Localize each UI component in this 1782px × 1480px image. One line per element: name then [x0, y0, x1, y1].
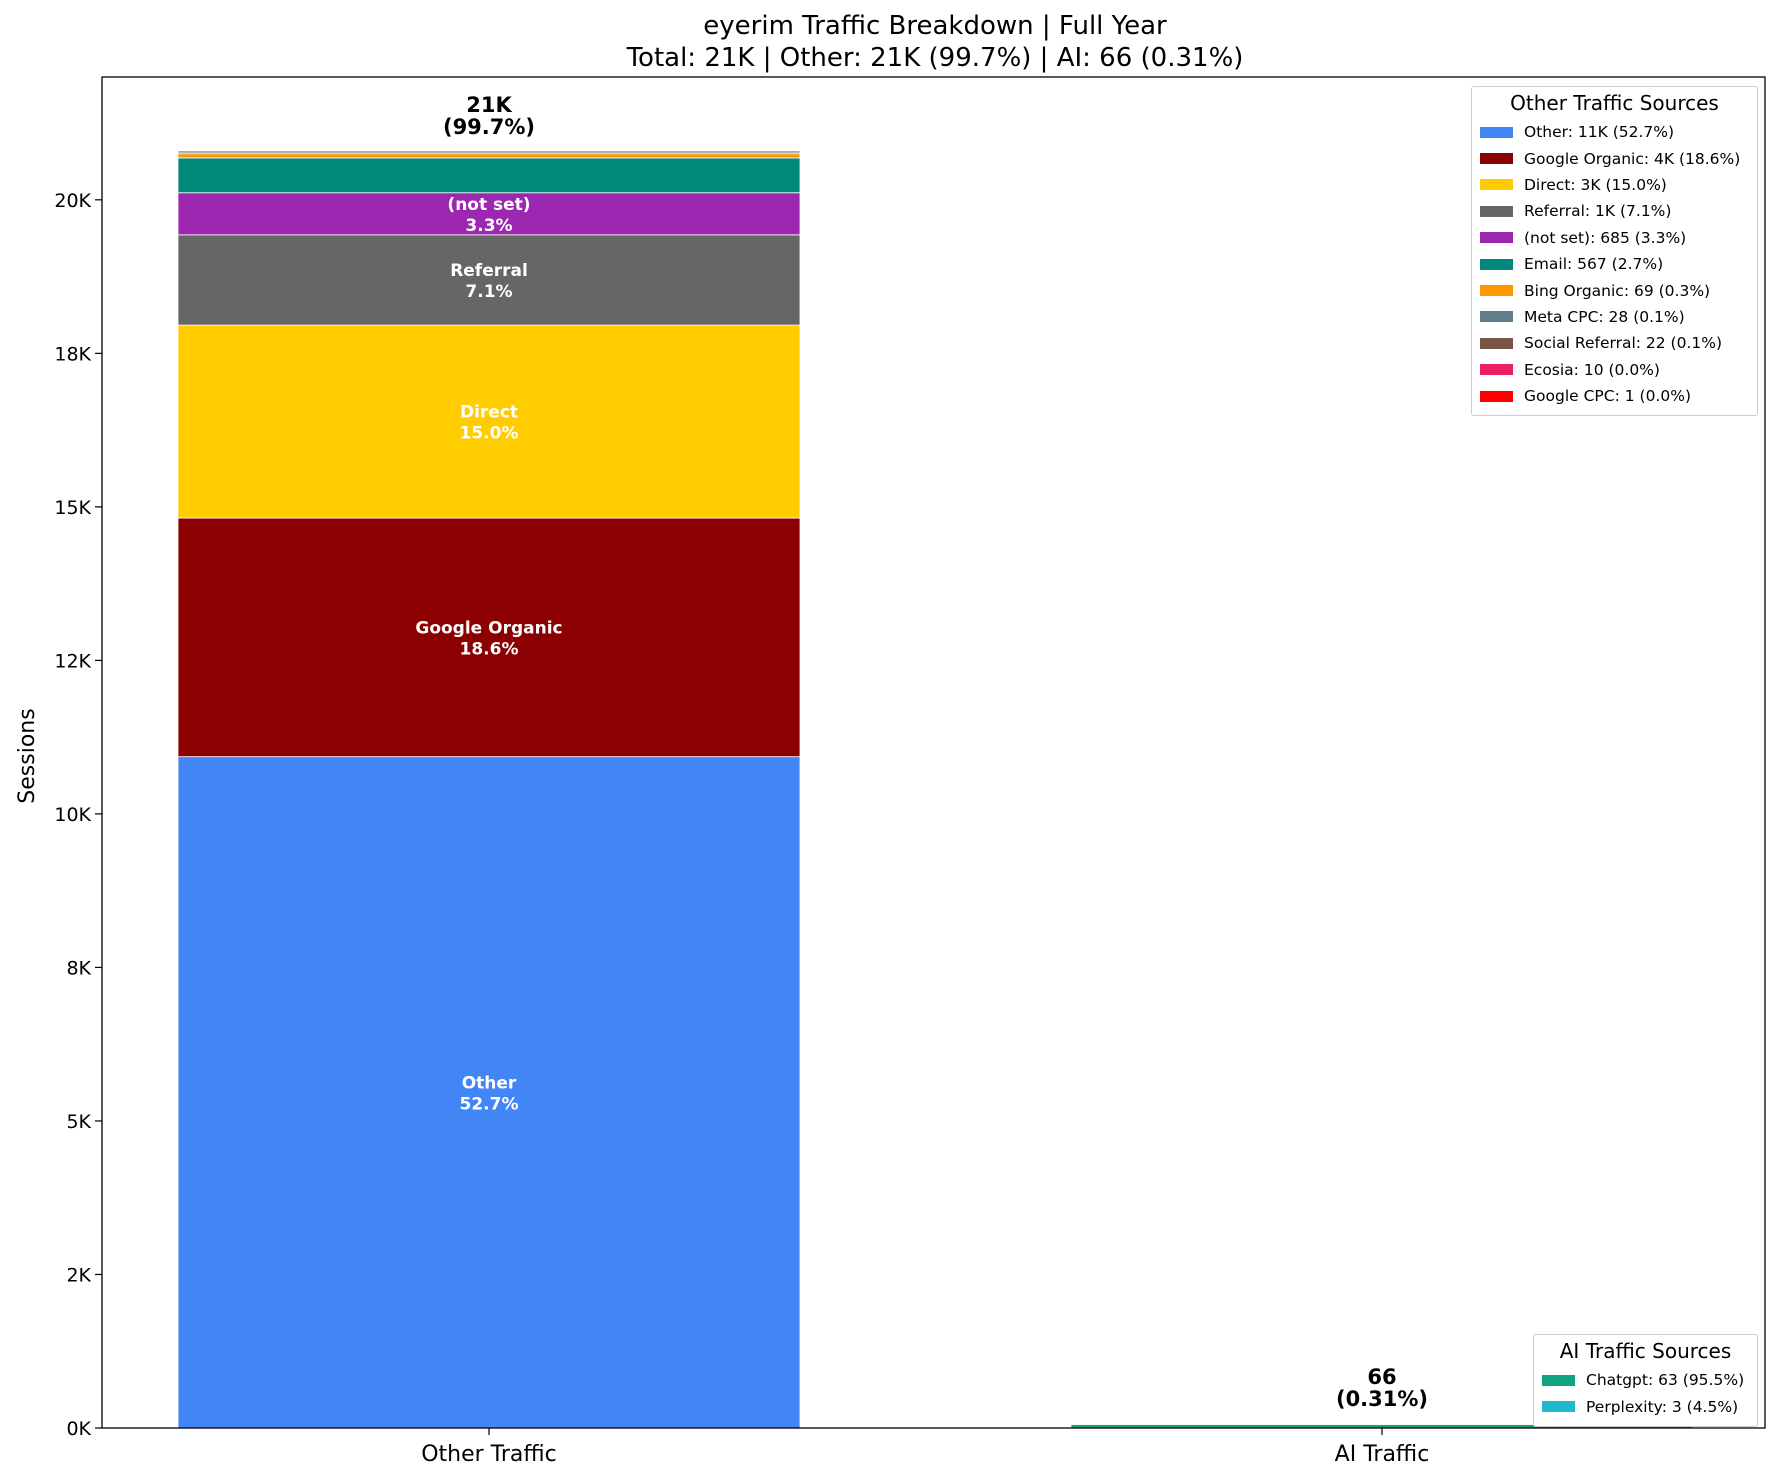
legend-item-label: Direct: 3K (15.0%) — [1524, 175, 1667, 194]
segment-pct-label: 15.0% — [460, 424, 519, 444]
legend-item: Google Organic: 4K (18.6%) — [1480, 145, 1749, 171]
segment-name-label: Referral — [450, 261, 528, 281]
legend-swatch — [1542, 1374, 1575, 1386]
legend-item-label: Google CPC: 1 (0.0%) — [1524, 387, 1691, 406]
segment-pct-label: 18.6% — [460, 639, 519, 659]
bar-segment-google-cpc — [177, 149, 801, 151]
legend-item: Email: 567 (2.7%) — [1480, 251, 1749, 277]
bar-total-label: 21K — [466, 93, 512, 117]
legend-item: Perplexity: 3 (4.5%) — [1542, 1393, 1749, 1419]
y-tick-label: 12K — [54, 650, 91, 672]
y-tick-label: 15K — [54, 497, 91, 519]
legend-swatch — [1480, 258, 1513, 270]
legend-swatch — [1480, 232, 1513, 244]
bar-segment-email — [177, 157, 801, 194]
legend-item-label: Chatgpt: 63 (95.5%) — [1586, 1371, 1745, 1390]
bar-share-label: (0.31%) — [1336, 1387, 1428, 1411]
bar-segment-other — [177, 756, 801, 1429]
legend-item-label: Email: 567 (2.7%) — [1524, 255, 1664, 274]
y-tick-label: 5K — [66, 1111, 91, 1133]
legend-swatch — [1480, 311, 1513, 323]
plot-area-frame — [101, 76, 1766, 1429]
legend-other-traffic-sources: Other Traffic Sources Other: 11K (52.7%)… — [1471, 86, 1758, 417]
y-tick-label: 0K — [66, 1418, 91, 1440]
segment-name-label: Other — [462, 1073, 517, 1093]
chart-title: eyerim Traffic Breakdown | Full Year — [703, 11, 1167, 41]
legend-item-label: Other: 11K (52.7%) — [1524, 123, 1675, 142]
segment-name-label: Direct — [460, 403, 518, 423]
y-tick-label: 8K — [66, 957, 91, 979]
legend-item: Social Referral: 22 (0.1%) — [1480, 330, 1749, 356]
chart-subtitle: Total: 21K | Other: 21K (99.7%) | AI: 66… — [626, 43, 1244, 73]
bar-segment-not-set — [177, 192, 801, 236]
legend-item: Bing Organic: 69 (0.3%) — [1480, 277, 1749, 303]
legend-item-label: Perplexity: 3 (4.5%) — [1586, 1397, 1739, 1416]
legend-item: Ecosia: 10 (0.0%) — [1480, 357, 1749, 383]
x-tick-label: Other Traffic — [421, 1442, 557, 1467]
y-tick-label: 18K — [54, 343, 91, 365]
legend-swatch — [1480, 337, 1513, 349]
legend-swatch — [1480, 364, 1513, 376]
legend-item: Referral: 1K (7.1%) — [1480, 198, 1749, 224]
segment-pct-label: 52.7% — [460, 1094, 519, 1114]
y-tick-label: 10K — [54, 804, 91, 826]
x-tick-label: AI Traffic — [1335, 1442, 1430, 1467]
legend-item: Other: 11K (52.7%) — [1480, 119, 1749, 145]
bar-segment-bing-organic — [177, 153, 801, 159]
legend-ai-traffic-sources: AI Traffic Sources Chatgpt: 63 (95.5%) Pe… — [1533, 1334, 1758, 1427]
legend-swatch — [1480, 179, 1513, 191]
legend-swatch — [1480, 153, 1513, 165]
legend-ai-title: AI Traffic Sources — [1559, 1339, 1732, 1363]
legend-item: Google CPC: 1 (0.0%) — [1480, 383, 1749, 409]
legend-item-label: Meta CPC: 28 (0.1%) — [1524, 307, 1685, 326]
legend-item-label: Google Organic: 4K (18.6%) — [1524, 149, 1741, 168]
legend-item-label: (not set): 685 (3.3%) — [1524, 228, 1687, 247]
bar-total-label: 66 — [1367, 1365, 1396, 1389]
y-tick-label: 2K — [66, 1264, 91, 1286]
legend-item: Direct: 3K (15.0%) — [1480, 172, 1749, 198]
segment-name-label: (not set) — [447, 195, 530, 215]
legend-item-label: Ecosia: 10 (0.0%) — [1524, 360, 1660, 379]
legend-swatch — [1480, 390, 1513, 402]
legend-item: (not set): 685 (3.3%) — [1480, 225, 1749, 251]
legend-other-title: Other Traffic Sources — [1510, 91, 1719, 115]
y-tick-label: 20K — [54, 190, 91, 212]
bar-segment-direct — [177, 324, 801, 519]
legend-swatch — [1480, 126, 1513, 138]
segment-name-label: Google Organic — [415, 618, 562, 638]
legend-item-label: Social Referral: 22 (0.1%) — [1524, 334, 1723, 353]
legend-item-label: Bing Organic: 69 (0.3%) — [1524, 281, 1711, 300]
bar-share-label: (99.7%) — [443, 115, 535, 139]
legend-item: Meta CPC: 28 (0.1%) — [1480, 304, 1749, 330]
legend-swatch — [1480, 285, 1513, 297]
bar-segment-google-organic — [177, 517, 801, 758]
bar-segment-referral — [177, 234, 801, 326]
legend-item-label: Referral: 1K (7.1%) — [1524, 202, 1672, 221]
segment-pct-label: 7.1% — [465, 282, 512, 302]
y-axis-label: Sessions — [15, 708, 40, 803]
legend-swatch — [1542, 1401, 1575, 1413]
legend-item: Chatgpt: 63 (95.5%) — [1542, 1367, 1749, 1393]
segment-pct-label: 3.3% — [465, 216, 512, 236]
legend-swatch — [1480, 205, 1513, 217]
